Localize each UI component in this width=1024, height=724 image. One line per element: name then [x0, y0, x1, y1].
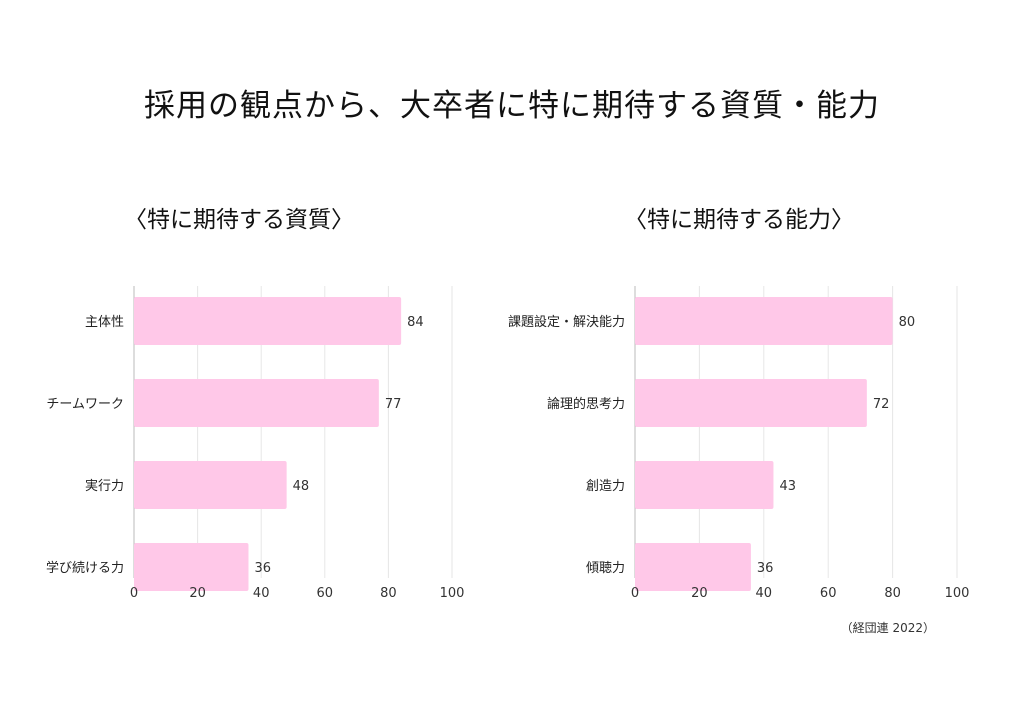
left-value-label: 84 [407, 315, 424, 330]
right-value-label: 36 [757, 561, 774, 576]
left-x-tick-label: 100 [440, 586, 465, 601]
left-category-label: 学び続ける力 [46, 560, 124, 576]
left-category-label: 実行力 [85, 478, 124, 494]
right-bar [635, 461, 774, 509]
left-bar [134, 297, 402, 345]
right-category-label: 課題設定・解決能力 [508, 314, 625, 330]
right-chart-title: 〈特に期待する能力〉 [624, 207, 854, 233]
left-x-tick-label: 60 [317, 586, 334, 601]
page-title: 採用の観点から、大卒者に特に期待する資質・能力 [144, 88, 880, 124]
left-value-label: 36 [254, 561, 271, 576]
right-x-tick-label: 40 [756, 586, 773, 601]
right-value-label: 72 [873, 397, 890, 412]
right-value-label: 43 [779, 479, 796, 494]
right-bar [635, 543, 751, 591]
right-x-tick-label: 20 [691, 586, 708, 601]
left-x-tick-label: 40 [253, 586, 270, 601]
right-x-tick-label: 0 [631, 586, 639, 601]
left-bar [134, 379, 379, 427]
left-category-label: 主体性 [85, 315, 124, 330]
left-bar [134, 461, 287, 509]
right-category-label: 創造力 [586, 479, 625, 494]
left-bar [134, 543, 249, 591]
right-x-tick-label: 60 [820, 586, 837, 601]
left-x-tick-label: 0 [130, 586, 138, 601]
right-x-tick-label: 80 [884, 586, 901, 601]
left-category-label: チームワーク [46, 397, 124, 412]
right-category-label: 傾聴力 [586, 561, 625, 576]
left-chart-title: 〈特に期待する資質〉 [124, 207, 354, 233]
left-value-label: 48 [293, 479, 310, 494]
left-x-tick-label: 20 [189, 586, 206, 601]
left-value-label: 77 [385, 397, 402, 412]
right-value-label: 80 [899, 315, 916, 330]
right-bar [635, 379, 867, 427]
left-x-tick-label: 80 [380, 586, 397, 601]
right-bar [635, 297, 893, 345]
right-x-tick-label: 100 [945, 586, 970, 601]
right-category-label: 論理的思考力 [547, 396, 625, 412]
source-note: （経団連 2022） [840, 621, 935, 635]
